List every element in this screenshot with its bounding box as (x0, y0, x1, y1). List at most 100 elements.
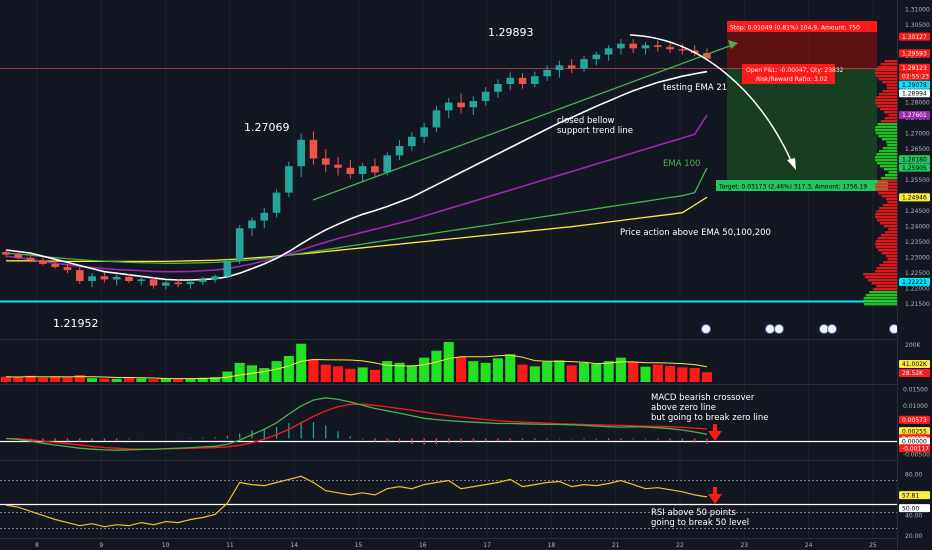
volume-bar (468, 361, 479, 382)
macd-histogram-bar (669, 438, 671, 441)
volume-bar (160, 378, 171, 382)
candle-body (75, 270, 84, 281)
volume-profile-bar (879, 207, 897, 210)
price-tag-text: 1.25905 (902, 165, 927, 172)
volume-profile-bar (876, 75, 897, 78)
volume-tag (899, 360, 930, 368)
volume-profile-bar (869, 291, 897, 294)
projection-arrow[interactable] (629, 34, 794, 166)
macd-histogram-bar (595, 438, 597, 440)
candle-body (555, 65, 564, 71)
volume-profile-bar (879, 150, 897, 153)
price-tick-label: 1.24500 (905, 208, 930, 215)
volume-bar (640, 366, 651, 382)
candle-body (543, 70, 551, 77)
event-icon[interactable] (827, 324, 837, 334)
event-icon[interactable] (701, 324, 711, 334)
macd-tag (899, 437, 930, 446)
volume-profile-bar (881, 252, 897, 255)
risk-reward-label: Risk/Reward Ratio: 3.02 (756, 76, 828, 83)
candle-body (604, 48, 613, 55)
macd-histogram-bar (128, 438, 130, 440)
volume-profile-bar (887, 201, 897, 204)
volume-bar (173, 378, 184, 382)
volume-bar (554, 360, 565, 382)
macd-histogram-bar (226, 435, 228, 439)
volume-profile-bar (880, 108, 897, 111)
annotation-rsi-2: going to break 50 level (651, 518, 749, 528)
volume-bar (480, 362, 491, 382)
volume-bar (566, 365, 577, 382)
volume-profile-bar (879, 165, 897, 168)
time-tick-label: 14 (290, 542, 298, 549)
volume-profile-bar (878, 192, 897, 195)
macd-tag (899, 427, 930, 436)
volume-bar (210, 377, 221, 382)
candle-body (506, 77, 515, 84)
macd-tag (899, 444, 930, 453)
volume-profile-bar (882, 147, 897, 150)
volume-profile-bar (886, 198, 897, 201)
volume-bar (345, 368, 356, 382)
macd-histogram-bar (325, 425, 327, 439)
price-axis-tags: 1.301271.295931.2912302:55:231.290781.28… (899, 32, 930, 512)
volume-bar (431, 350, 442, 382)
volume-profile-bar (885, 255, 897, 258)
volume-bar (628, 361, 639, 382)
macd-histogram-bar (116, 438, 118, 441)
ema-21-line[interactable] (5, 70, 708, 281)
volume-bar (296, 343, 307, 382)
volume-profile-bar (886, 87, 897, 90)
macd-histogram-bar (79, 438, 81, 442)
candle-body (383, 155, 392, 173)
volume-bar (13, 377, 24, 382)
time-tick-label: 8 (35, 542, 39, 549)
volume-profile-bar (881, 234, 897, 237)
event-markers[interactable] (701, 324, 899, 334)
volume-profile-bar (881, 195, 897, 198)
candle-body (285, 166, 293, 193)
price-tick-label: 1.22500 (905, 270, 930, 277)
time-tick-label: 9 (99, 542, 103, 549)
volume-profile-bar (887, 144, 897, 147)
volume-bar (406, 365, 417, 382)
volume-bar (333, 366, 344, 382)
ema-50-line[interactable] (5, 114, 708, 273)
rsi-tag-text: 50.00 (902, 505, 919, 512)
volume-bar (148, 379, 159, 382)
event-icon[interactable] (774, 324, 784, 334)
volume-bar (136, 378, 147, 382)
volume-profile-bar (882, 90, 897, 93)
volume-bar (492, 358, 503, 382)
time-tick-label: 10 (162, 542, 170, 549)
volume-tag-text: 41.002K (902, 361, 928, 368)
macd-tick-label: 0.01500 (903, 387, 928, 394)
ema-100-line[interactable] (5, 167, 708, 264)
price-tag-text: 1.30127 (902, 34, 927, 41)
macd-histogram-bar (571, 438, 573, 440)
candle-body (580, 59, 588, 69)
volume-profile-bar (875, 240, 897, 243)
time-axis[interactable]: 8 9 10 11 14 15 16 17 18 21 22 23 24 25 (35, 542, 877, 549)
price-tick-label: 1.29000 (905, 69, 930, 76)
volume-bar (419, 357, 430, 382)
open-pl-box (742, 64, 835, 84)
candle-body (2, 252, 10, 255)
time-tick-label: 21 (612, 542, 620, 549)
volume-profile-bar (883, 168, 897, 171)
macd-histogram-bar (509, 438, 511, 441)
position-tool[interactable]: Stop: 0.01049 (0.81%) 104.9, Amount: 750… (716, 21, 888, 191)
price-tag (899, 110, 930, 119)
macd-histogram-bar (497, 438, 499, 442)
candle-body (51, 263, 60, 268)
candle-body (666, 46, 674, 50)
price-tick-label: 1.31000 (905, 7, 930, 14)
volume-bar (308, 359, 319, 382)
volume-profile-bar (879, 222, 897, 225)
candle-body (371, 166, 379, 173)
candle-body (469, 101, 478, 108)
event-icon[interactable] (765, 324, 775, 334)
time-tick-label: 15 (355, 542, 363, 549)
support-trend-line[interactable] (312, 43, 736, 201)
